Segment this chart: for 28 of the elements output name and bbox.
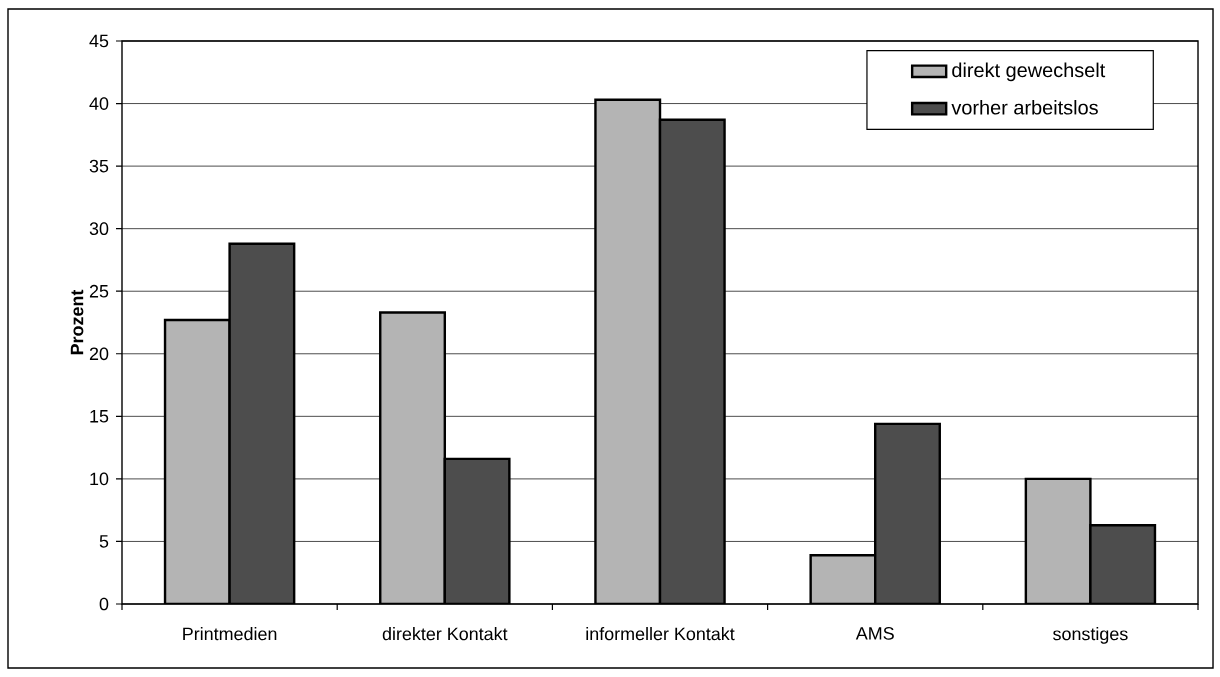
y-tick-label: 35: [89, 159, 109, 173]
bar: [1024, 477, 1092, 604]
legend-label: direkt gewechselt: [952, 62, 1106, 82]
x-tick-label: Printmedien: [183, 627, 277, 641]
x-tick-label: AMS: [855, 627, 894, 640]
x-tick-label: direkter Kontakt: [382, 627, 508, 641]
y-tick-label: 20: [89, 347, 109, 361]
y-tick-label: 40: [89, 97, 109, 110]
y-tick-label: 0: [99, 597, 109, 611]
legend-label: vorher arbeitslos: [951, 99, 1098, 115]
bar: [379, 311, 446, 604]
bar: [658, 118, 726, 604]
bar: [594, 98, 662, 604]
y-tick-label: 15: [90, 410, 109, 423]
bar: [163, 318, 231, 604]
y-axis-title: Prozent: [70, 289, 84, 355]
y-tick-label: 30: [89, 222, 109, 236]
y-tick-label: 10: [90, 472, 109, 486]
bar: [874, 422, 941, 604]
x-tick-label: informeller Kontakt: [586, 627, 735, 641]
y-tick-label: 25: [89, 284, 109, 298]
bar: [228, 242, 296, 604]
bar: [443, 457, 511, 604]
y-tick-label: 5: [99, 535, 109, 548]
bar: [1089, 523, 1157, 604]
x-tick-label: sonstiges: [1053, 627, 1128, 644]
y-tick-label: 45: [89, 34, 109, 48]
bar: [809, 554, 877, 604]
